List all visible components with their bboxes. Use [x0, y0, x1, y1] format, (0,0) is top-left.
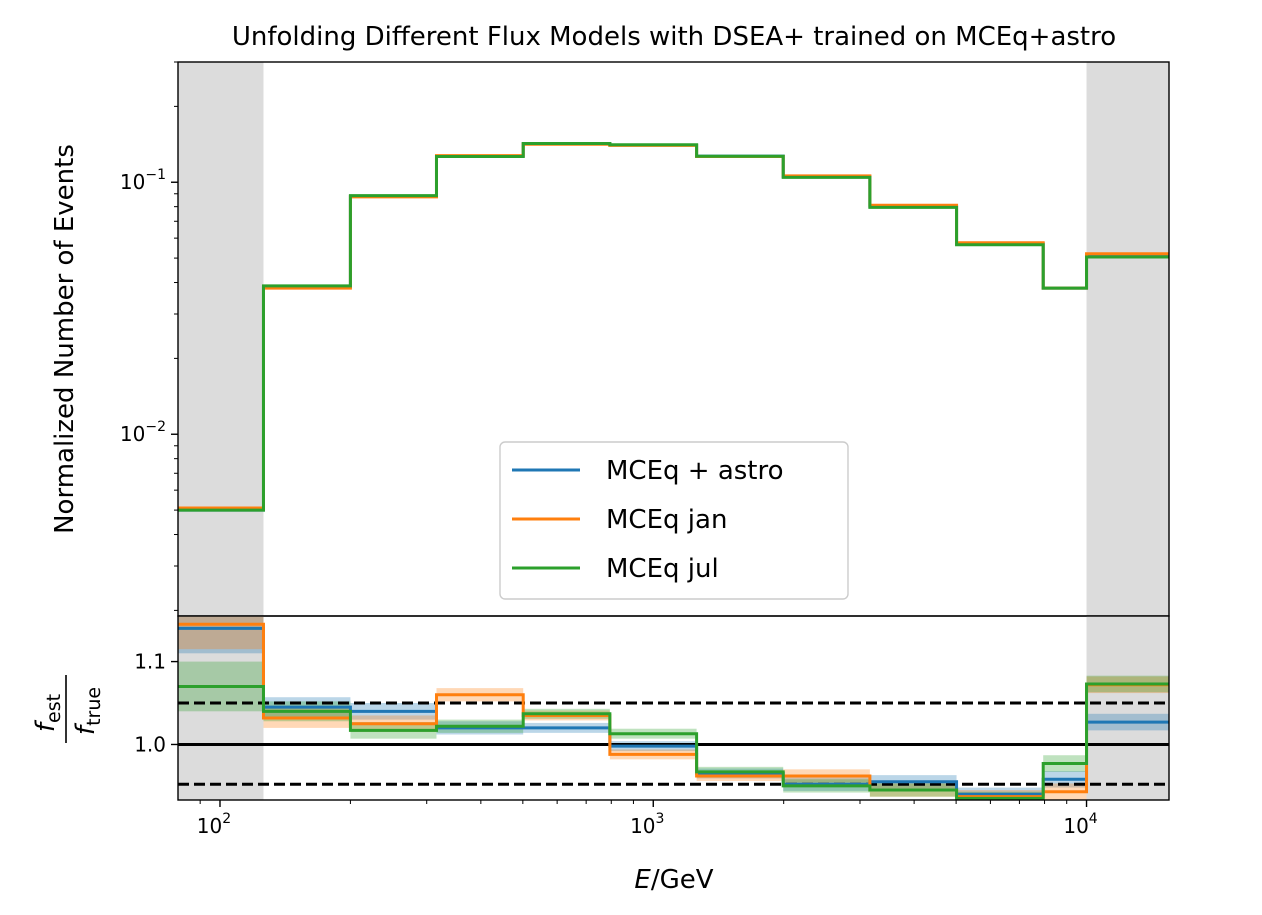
- main-excluded-regions: [178, 62, 1169, 616]
- ratio-label-numerator: fest: [31, 694, 65, 732]
- main-y-tick-base: 10: [120, 170, 145, 194]
- ratio-label-den-sub: true: [83, 687, 105, 726]
- ratio-reference-lines: [178, 701, 1169, 786]
- main-y-tick-exponent: −2: [145, 419, 166, 435]
- x-tick-label: 102: [197, 811, 231, 838]
- ratio-band-1-0: [178, 616, 264, 650]
- ratio-y-ticks: 1.0 1.1: [134, 650, 178, 756]
- main-y-tick-label: 10−2: [120, 419, 166, 446]
- legend-label-mceq-astro: MCEq + astro: [606, 456, 784, 486]
- ratio-excluded-region-0: [178, 616, 264, 800]
- legend: MCEq + astro MCEq jan MCEq jul: [499, 441, 849, 600]
- x-tick-exponent: 2: [222, 811, 231, 827]
- legend-box: [499, 441, 849, 600]
- main-excluded-region-1: [1086, 62, 1169, 616]
- ratio-y-tick-label: 1.1: [134, 650, 166, 674]
- x-tick-exponent: 4: [1089, 811, 1098, 827]
- x-axis-label-symbol: E: [634, 865, 651, 895]
- x-axis-label: E/GeV: [634, 865, 713, 895]
- ratio-band-0-0: [178, 616, 264, 654]
- ratio-panel: 1.01.1 102 103 104 fest ftrue E/GeV: [31, 615, 1170, 895]
- main-y-axis-label: Normalized Number of Events: [50, 144, 80, 534]
- main-y-tick-base: 10: [120, 422, 145, 446]
- ratio-axes-frame: [177, 615, 1170, 801]
- main-series-line-2: [178, 141, 1169, 512]
- x-tick-label: 104: [1063, 811, 1097, 838]
- x-tick-base: 10: [630, 814, 655, 838]
- chart-title: Unfolding Different Flux Models with DSE…: [232, 22, 1116, 52]
- x-tick-exponent: 3: [656, 811, 665, 827]
- x-tick-base: 10: [1063, 814, 1088, 838]
- ratio-series-lines: [178, 622, 1169, 800]
- main-y-ticks: 10−210−1: [120, 167, 178, 446]
- x-tick-base: 10: [197, 814, 222, 838]
- ratio-excluded-region-1: [1086, 616, 1169, 800]
- x-axis-label-unit: /GeV: [651, 865, 714, 895]
- ratio-series-line-2: [178, 682, 1169, 800]
- ratio-excluded-regions: [178, 616, 1169, 800]
- ratio-label-num-sub: est: [43, 694, 65, 723]
- main-y-tick-exponent: −1: [145, 167, 166, 183]
- main-panel: 10−210−1 Normalized Number of Events MCE…: [50, 61, 1170, 617]
- x-tick-label: 103: [630, 811, 664, 838]
- main-series-lines: [178, 141, 1169, 512]
- main-y-tick-label: 10−1: [120, 167, 166, 194]
- main-excluded-region-0: [178, 62, 264, 616]
- legend-label-mceq-jul: MCEq jul: [606, 554, 719, 584]
- legend-label-mceq-jan: MCEq jan: [606, 505, 727, 535]
- ratio-y-tick-label: 1.0: [134, 732, 166, 756]
